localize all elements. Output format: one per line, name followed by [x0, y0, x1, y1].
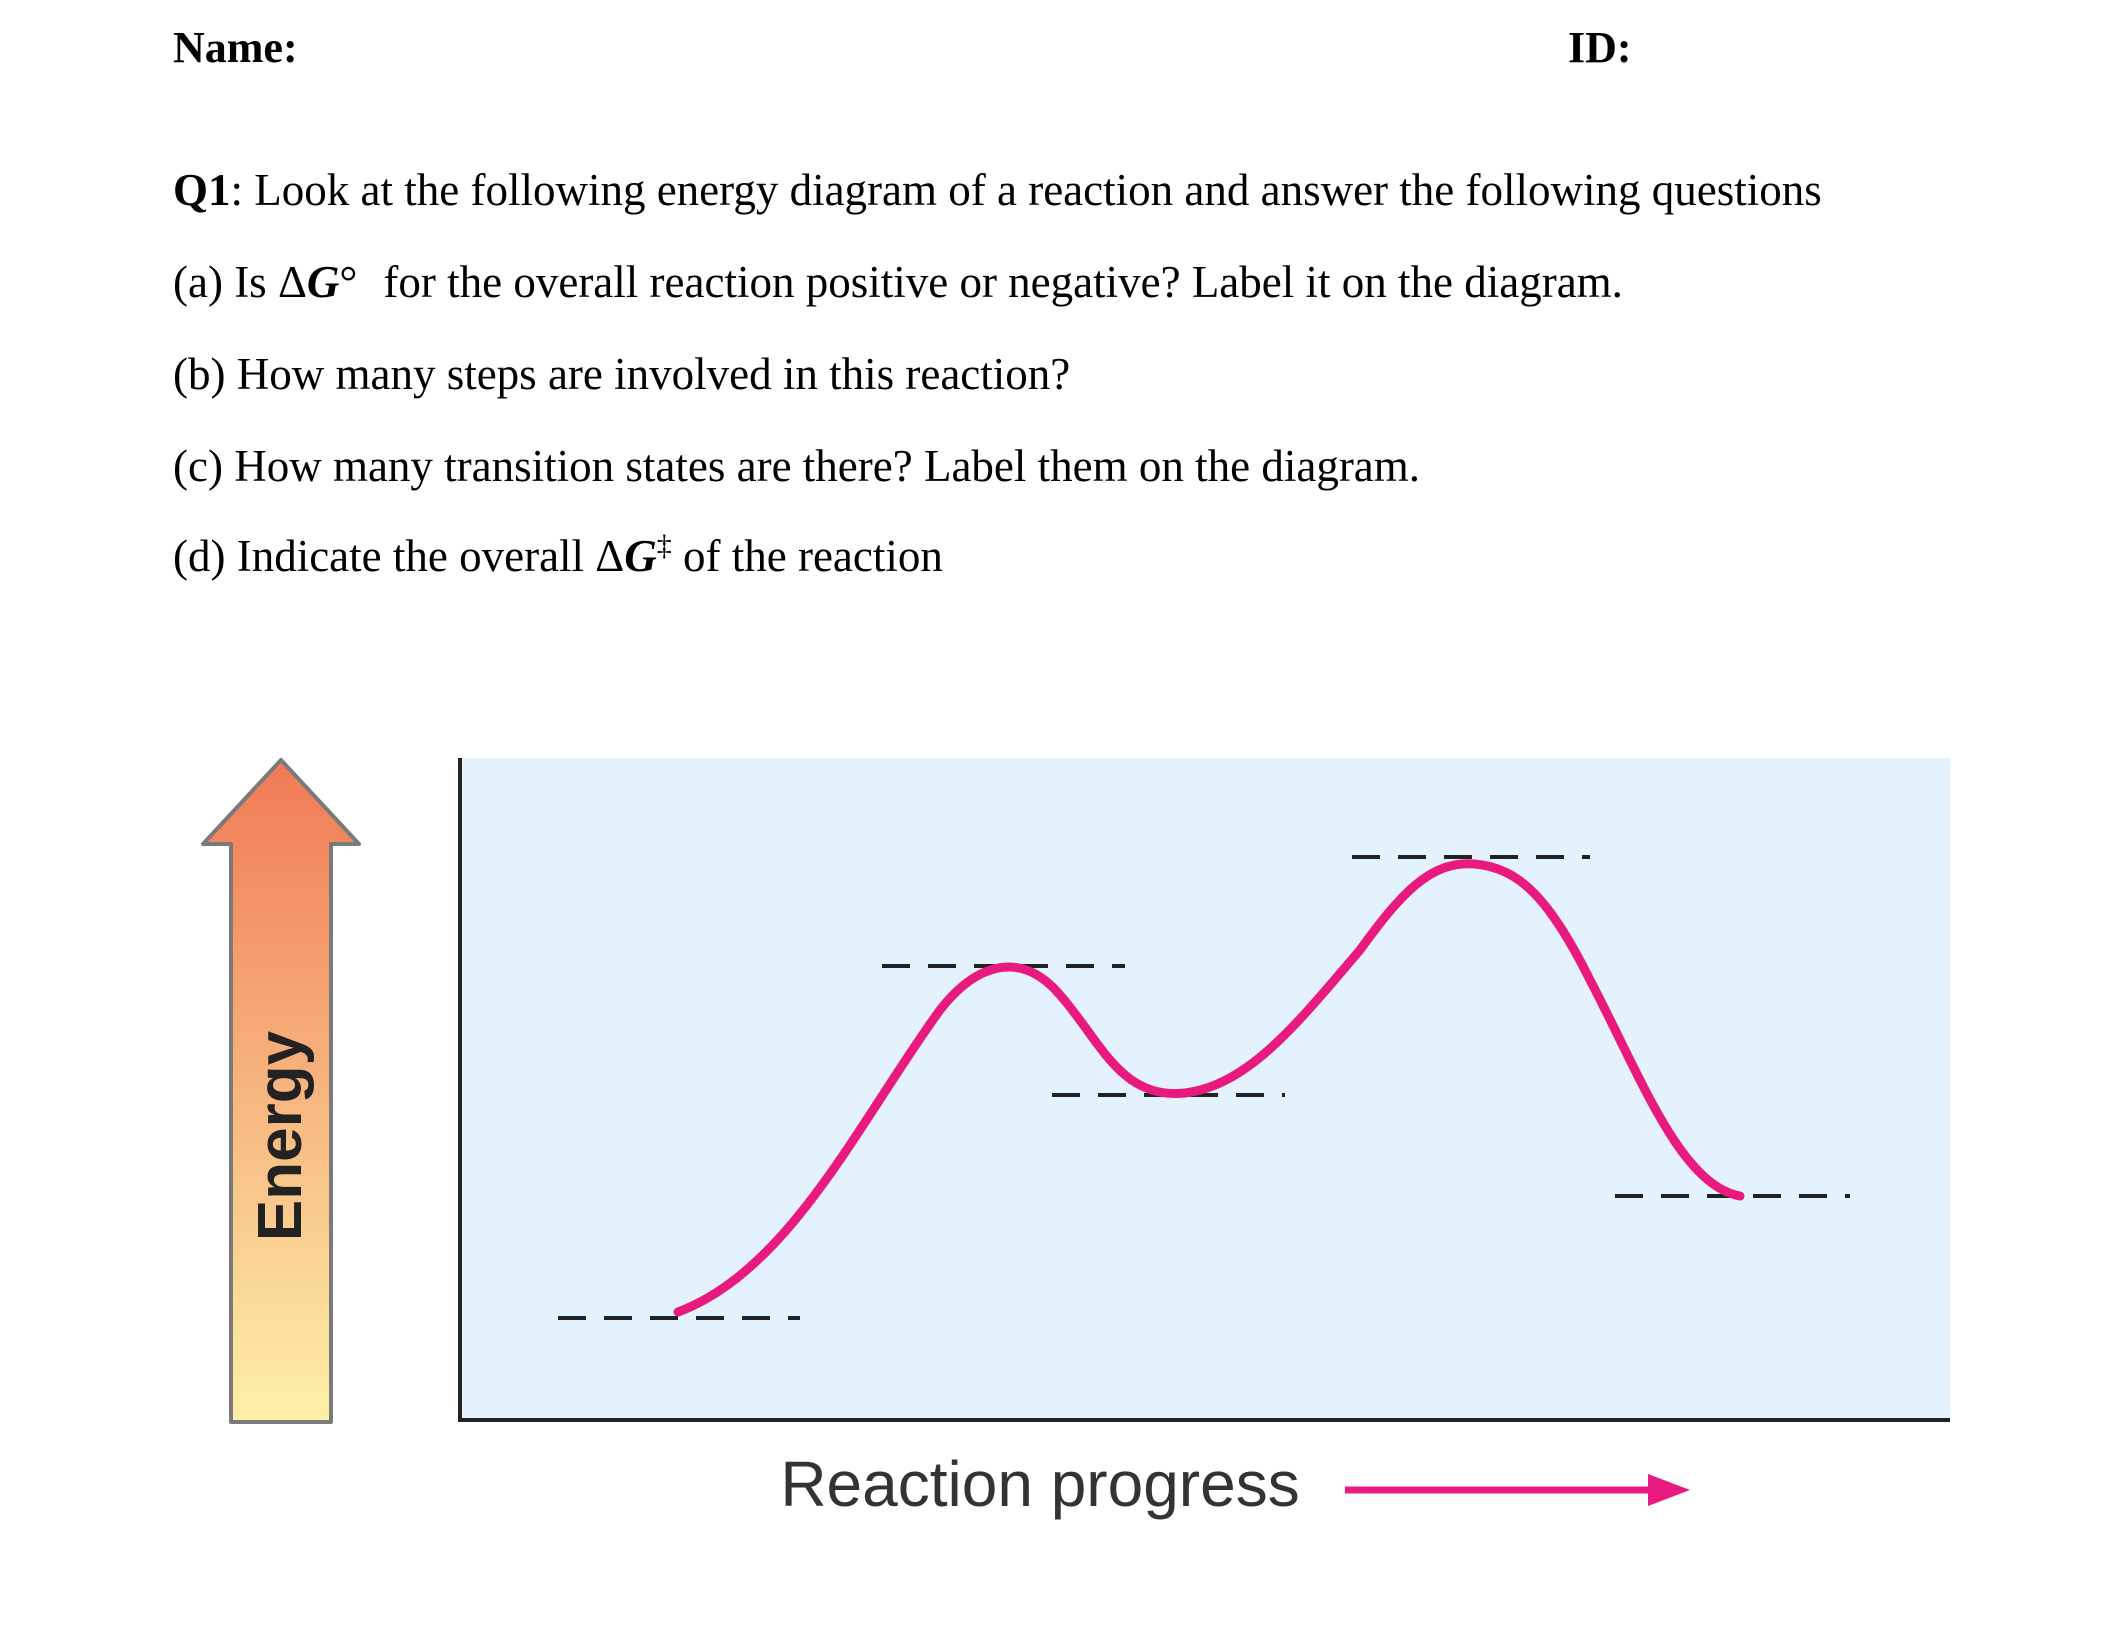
- question-number: Q1: [173, 165, 231, 215]
- part-a-prefix: (a) Is: [173, 257, 278, 307]
- delta-symbol: Δ: [277, 257, 307, 307]
- double-dagger-symbol: ‡: [656, 529, 672, 562]
- part-a-text: for the overall reaction positive or neg…: [383, 257, 1623, 307]
- part-d-prefix: (d) Indicate the overall: [173, 531, 596, 581]
- question-part-c: (c) How many transition states are there…: [173, 441, 1421, 491]
- reaction-energy-curve: [673, 859, 1745, 1317]
- question-part-a: (a) Is ΔG° for the overall reaction posit…: [173, 257, 1623, 308]
- id-label: ID:: [1568, 23, 1632, 72]
- part-d-text: of the reaction: [671, 531, 943, 581]
- name-label: Name:: [173, 23, 298, 72]
- energy-axis-label: Energy: [246, 1030, 315, 1241]
- g-symbol: G: [624, 531, 657, 581]
- energy-arrow: [201, 758, 361, 1424]
- question-1-intro: Q1: Look at the following energy diagram…: [173, 165, 1822, 216]
- g-symbol: G: [306, 257, 340, 307]
- progress-arrow-head: [1648, 1474, 1690, 1506]
- question-intro-text: : Look at the following energy diagram o…: [230, 165, 1822, 215]
- reaction-progress-label: Reaction progress: [780, 1448, 1299, 1520]
- degree-symbol: °: [339, 257, 358, 307]
- question-part-d: (d) Indicate the overall ΔG‡ of the reac…: [173, 529, 943, 582]
- delta-symbol: Δ: [595, 531, 625, 581]
- question-part-b: (b) How many steps are involved in this …: [173, 349, 1071, 399]
